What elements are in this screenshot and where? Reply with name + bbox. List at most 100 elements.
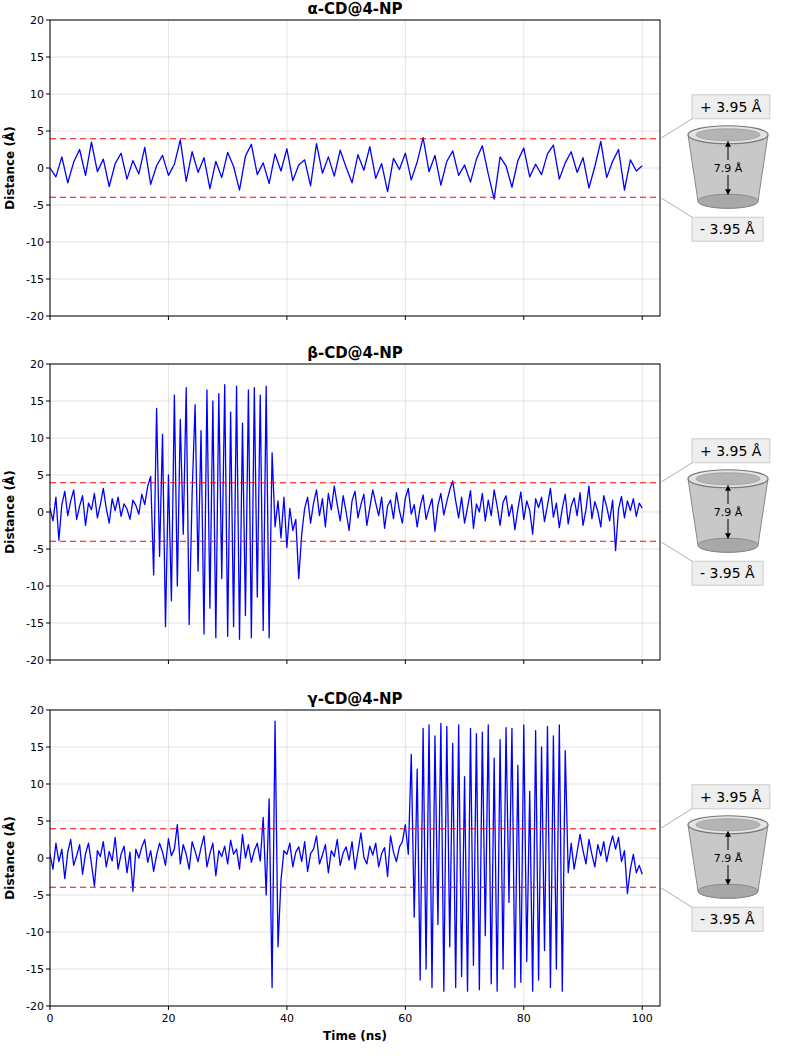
- tick: [46, 205, 50, 206]
- tick: [286, 660, 287, 664]
- plot-marks: [50, 385, 660, 640]
- grid-line: [50, 623, 660, 624]
- arrowhead: [725, 189, 731, 195]
- tick-label: 5: [37, 125, 44, 138]
- tick: [46, 279, 50, 280]
- cone-rim: [696, 473, 760, 485]
- cavity-icon: [688, 470, 768, 552]
- tick: [642, 316, 643, 320]
- plot-marks: [50, 721, 660, 991]
- plot-marks: [50, 138, 660, 199]
- tick: [50, 660, 51, 664]
- frame: [50, 20, 660, 316]
- tick: [46, 821, 50, 822]
- tick-label: 20: [30, 704, 44, 717]
- tick-label: 15: [30, 395, 44, 408]
- tick: [46, 401, 50, 402]
- grid-line: [50, 57, 660, 58]
- tick: [642, 1006, 643, 1010]
- title: β-CD@4-NP: [307, 344, 403, 362]
- reference-line: [50, 887, 660, 888]
- grid-line: [50, 438, 660, 439]
- tick: [46, 20, 50, 21]
- tick: [46, 660, 50, 661]
- cone-bottom: [698, 538, 758, 552]
- arrowhead: [725, 831, 731, 837]
- annotation: 7.9 Å: [714, 506, 743, 519]
- axis-title: Distance (Å): [2, 470, 17, 553]
- grid-line: [50, 821, 660, 822]
- tick: [50, 316, 51, 320]
- reference-line: [50, 828, 660, 829]
- tick-label: -20: [26, 1000, 44, 1013]
- tick-label: -15: [26, 273, 44, 286]
- cone-body: [688, 825, 768, 898]
- annotation: - 3.95 Å: [700, 911, 755, 927]
- label-box: [692, 95, 770, 119]
- tick-label: -10: [26, 926, 44, 939]
- tick: [46, 932, 50, 933]
- tick-label: 5: [37, 469, 44, 482]
- tick-label: 0: [37, 162, 44, 175]
- annotation: - 3.95 Å: [700, 221, 755, 237]
- tick: [46, 131, 50, 132]
- annotation-box: + 3.95 Å: [692, 439, 770, 463]
- axis-title: Distance (Å): [2, 126, 17, 209]
- tick-label: 20: [30, 14, 44, 27]
- tick-label: 10: [30, 432, 44, 445]
- tick-label: 40: [280, 1012, 294, 1025]
- tick-label: 20: [30, 358, 44, 371]
- grid-line: [50, 279, 660, 280]
- cone-rim: [696, 129, 760, 141]
- tick-label: 10: [30, 88, 44, 101]
- tick: [46, 242, 50, 243]
- tick-label: 20: [161, 1012, 175, 1025]
- label-box: [692, 439, 770, 463]
- tick-label: 15: [30, 741, 44, 754]
- tick-label: -15: [26, 617, 44, 630]
- tick: [523, 1006, 524, 1010]
- frame: [50, 364, 660, 660]
- tick-label: -5: [33, 889, 44, 902]
- cone-bottom: [698, 884, 758, 898]
- reference-line: [50, 482, 660, 483]
- annotation-box: - 3.95 Å: [692, 561, 763, 585]
- tick-label: -5: [33, 543, 44, 556]
- annotation: 7.9 Å: [714, 162, 743, 175]
- tick: [286, 316, 287, 320]
- title: α-CD@4-NP: [307, 0, 402, 18]
- tick: [46, 895, 50, 896]
- arrowhead: [725, 485, 731, 491]
- leader-line: [660, 809, 692, 829]
- tick: [46, 1006, 50, 1007]
- arrowhead: [725, 879, 731, 885]
- tick: [286, 1006, 287, 1010]
- annotation-box: - 3.95 Å: [692, 217, 763, 241]
- series-line: [50, 721, 642, 991]
- reference-line: [50, 197, 660, 198]
- annotation: + 3.95 Å: [700, 443, 762, 459]
- series-line: [50, 138, 642, 199]
- cone-body: [688, 479, 768, 552]
- tick: [46, 438, 50, 439]
- tick-label: 5: [37, 815, 44, 828]
- tick-label: 10: [30, 778, 44, 791]
- tick: [168, 1006, 169, 1010]
- tick-label: -10: [26, 236, 44, 249]
- leader-line: [660, 887, 692, 907]
- label-box: [692, 785, 770, 809]
- tick: [46, 784, 50, 785]
- tick: [46, 969, 50, 970]
- grid-line: [50, 895, 660, 896]
- tick: [523, 316, 524, 320]
- tick: [168, 660, 169, 664]
- axis-title: Distance (Å): [2, 816, 17, 899]
- tick-label: 100: [632, 1012, 653, 1025]
- cone-bottom: [698, 194, 758, 208]
- tick: [46, 623, 50, 624]
- tick: [46, 710, 50, 711]
- grid-line: [50, 858, 660, 859]
- tick: [405, 1006, 406, 1010]
- label-box: [692, 561, 763, 585]
- tick: [405, 660, 406, 664]
